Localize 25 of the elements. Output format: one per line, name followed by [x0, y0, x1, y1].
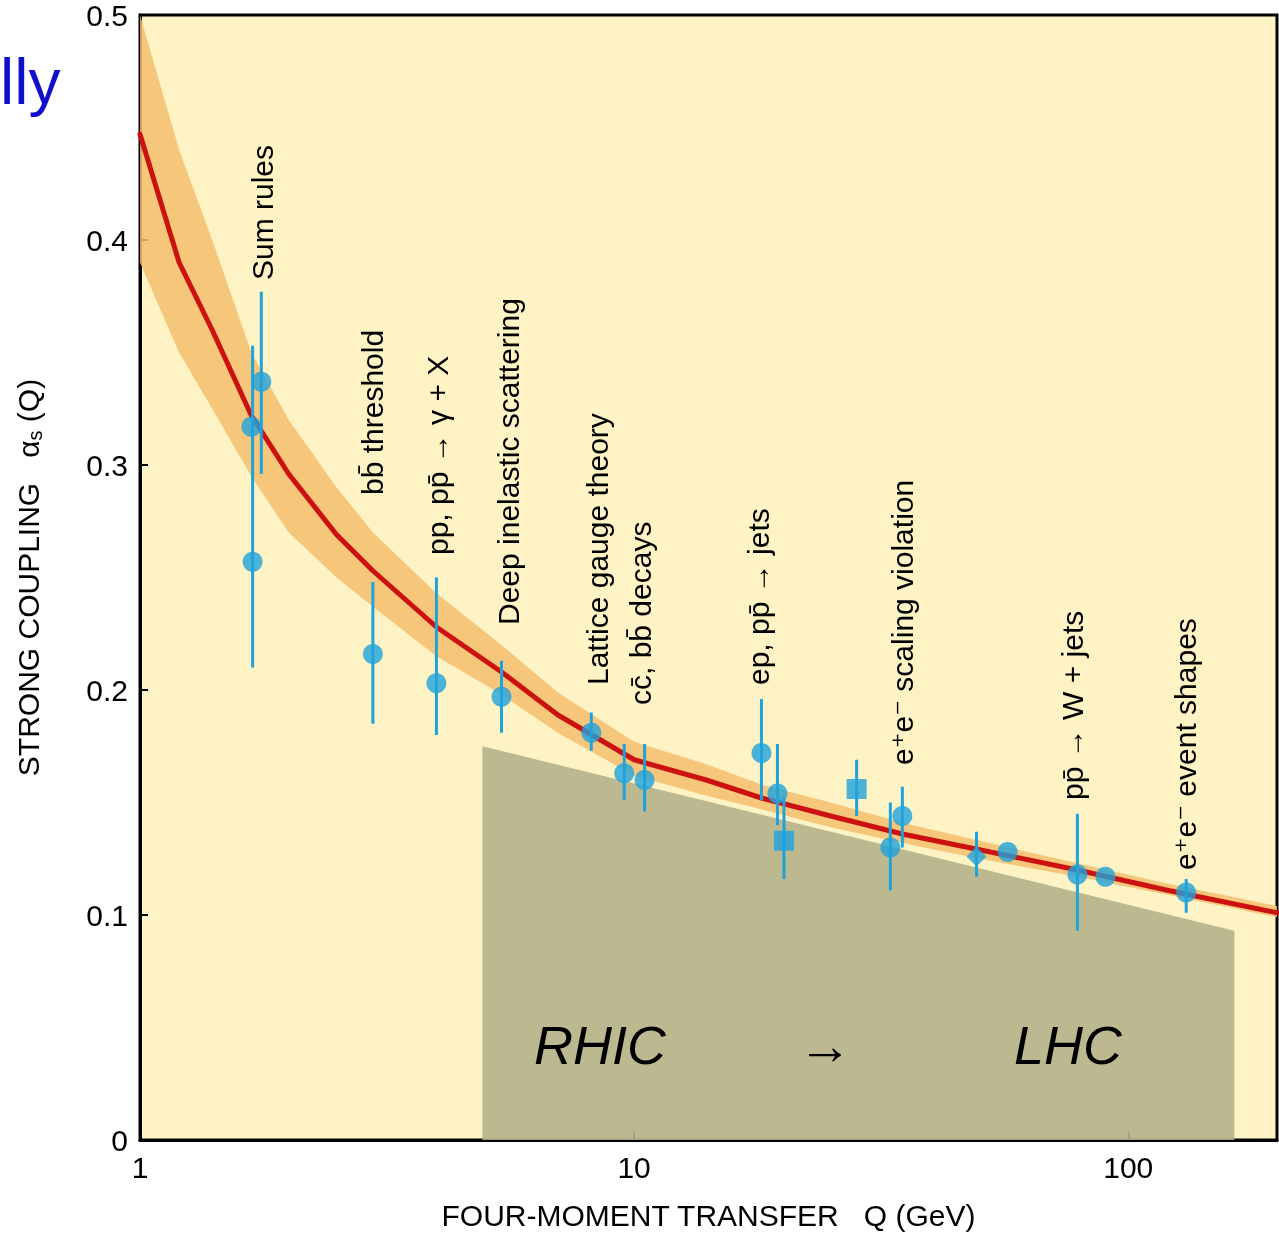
x-tick-label: 1 [131, 1150, 149, 1184]
y-tick-label: 0.3 [86, 448, 128, 482]
annotation: e⁺e⁻ scaling violation [885, 479, 919, 765]
x-axis-title: FOUR-MOMENT TRANSFER Q (GeV) [441, 1198, 976, 1232]
annotation: Sum rules [245, 144, 279, 280]
annotation: → [798, 1015, 852, 1075]
y-tick-label: 0.4 [86, 223, 128, 257]
y-tick-label: 0.1 [86, 898, 128, 932]
y-tick-label: 0 [111, 1123, 128, 1157]
annotation: e⁺e⁻ event shapes [1168, 618, 1202, 870]
y-axis-title: STRONG COUPLING αs (Q) [11, 378, 46, 777]
annotation: bb̄ threshold [355, 329, 389, 495]
y-tick-label: 0.2 [86, 673, 128, 707]
y-tick-label: 0.5 [86, 0, 128, 32]
annotation: RHIC [534, 1015, 667, 1075]
annotation: cc̄, bb̄ decays [623, 521, 657, 705]
annotation: ep, pp̄ → jets [741, 508, 775, 685]
x-tick-label: 10 [617, 1150, 651, 1184]
x-tick-label: 100 [1103, 1150, 1154, 1184]
annotation: pp̄ → W + jets [1055, 610, 1089, 800]
annotation: Deep inelastic scattering [491, 298, 525, 625]
text: lly [0, 46, 61, 118]
annotation: Lattice gauge theory [580, 413, 614, 685]
annotation: pp, pp̄ → γ + X [420, 355, 454, 555]
annotation: LHC [1013, 1015, 1124, 1075]
